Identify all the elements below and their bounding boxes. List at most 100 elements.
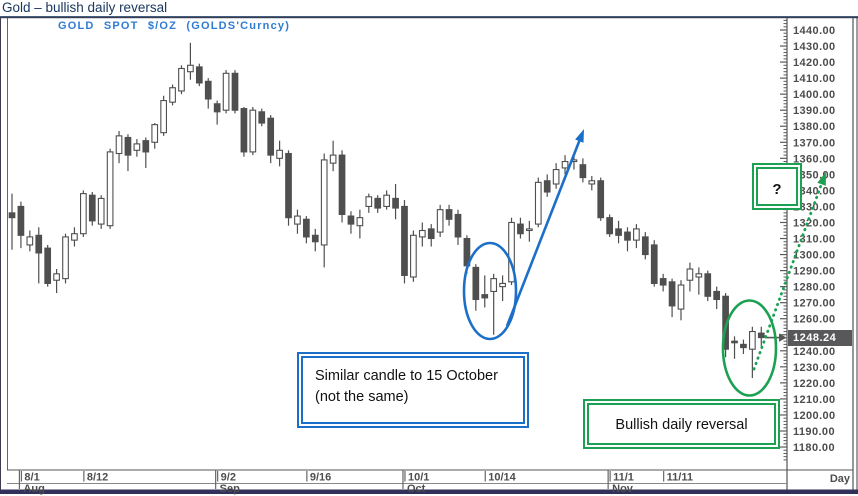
candle-up: [151, 124, 159, 143]
y-tick-label: 1340.00: [793, 185, 836, 197]
similar-candle-callout-text: Similar candle to 15 October (not the sa…: [315, 368, 498, 406]
month-label: Aug: [23, 483, 44, 495]
candle-up: [71, 233, 78, 241]
y-tick-label: 1360.00: [793, 153, 836, 165]
green-dotted-arrow-line: [752, 182, 823, 371]
frame-bottom-band: [0, 489, 858, 494]
green-ellipse-reversal-candle: [721, 299, 778, 397]
candle-down: [481, 294, 489, 299]
date-tick-label: 10/1: [408, 472, 429, 484]
bullish-reversal-callout-text: Bullish daily reversal: [615, 417, 748, 433]
y-tick-label: 1230.00: [793, 362, 836, 374]
candle-down: [44, 247, 52, 284]
y-tick-label: 1430.00: [793, 41, 836, 53]
candle-down: [606, 217, 613, 235]
candle-down: [392, 197, 399, 209]
similar-candle-callout: Similar candle to 15 October (not the sa…: [297, 352, 529, 428]
candle-up: [633, 228, 640, 241]
y-tick-label: 1390.00: [793, 105, 836, 117]
y-tick-label: 1200.00: [793, 410, 836, 422]
candle-down: [624, 231, 631, 241]
candle-up: [169, 87, 176, 103]
page-title: Gold – bullish daily reversal: [2, 0, 168, 15]
date-tick-label: 8/12: [87, 472, 108, 484]
x-axis-unit-label: Day: [829, 473, 850, 485]
candle-up: [695, 273, 703, 278]
candle-up: [749, 331, 756, 350]
candle-down: [267, 117, 275, 156]
candle-up: [418, 229, 426, 238]
blue-arrow-line: [505, 140, 581, 327]
y-tick-label: 1440.00: [793, 25, 836, 37]
candle-up: [80, 193, 87, 235]
candle-down: [338, 154, 346, 216]
candle-up: [62, 236, 69, 280]
y-tick-label: 1260.00: [793, 314, 836, 326]
candle-up: [499, 282, 506, 288]
y-tick-label: 1400.00: [793, 89, 836, 101]
candle-down: [204, 80, 212, 100]
candle-down: [195, 66, 203, 84]
y-tick-label: 1190.00: [793, 426, 835, 438]
candle-down: [303, 218, 310, 238]
candle-up: [222, 72, 230, 111]
candle-down: [8, 212, 16, 219]
y-tick-label: 1220.00: [793, 378, 836, 390]
candle-down: [142, 140, 150, 153]
y-tick-label: 1180.00: [793, 442, 835, 454]
candle-up: [552, 168, 560, 185]
green-arrow-head: [817, 172, 826, 186]
candle-down: [240, 108, 248, 153]
candle-down: [517, 223, 524, 235]
candle-down: [722, 295, 729, 350]
y-tick-label: 1310.00: [793, 234, 836, 246]
candle-down: [668, 281, 676, 307]
candle-down: [285, 152, 292, 219]
candle-down: [374, 197, 382, 209]
candle-down: [35, 234, 43, 254]
candle-down: [641, 236, 649, 256]
y-tick-label: 1370.00: [793, 137, 836, 149]
candle-down: [615, 228, 622, 236]
candle-up: [677, 284, 685, 310]
candle-up: [26, 236, 34, 246]
candle-down: [731, 340, 738, 344]
blue-arrow-head: [575, 129, 584, 143]
similar-candle-callout-inner-border: Similar candle to 15 October (not the sa…: [301, 356, 525, 424]
chart-security-label: GOLD SPOT $/OZ (GOLDS'Curncy): [58, 20, 291, 32]
question-mark-text: ?: [772, 181, 782, 198]
y-tick-label: 1240.00: [793, 346, 836, 358]
candle-up: [187, 64, 194, 73]
candle-down: [311, 234, 319, 243]
candle-up: [249, 109, 257, 153]
date-tick-label: 11/1: [613, 472, 634, 484]
candle-up: [686, 268, 694, 281]
bullish-reversal-callout: Bullish daily reversal: [583, 399, 780, 449]
candle-down: [757, 332, 765, 339]
candle-down: [258, 111, 266, 124]
y-tick-label: 1410.00: [793, 73, 836, 85]
candle-up: [508, 221, 515, 283]
candle-down: [650, 244, 658, 284]
y-tick-label: 1280.00: [793, 282, 836, 294]
question-mark-callout-inner-border: ?: [756, 167, 798, 206]
last-price-badge: 1248.24: [788, 330, 852, 346]
y-tick-label: 1380.00: [793, 121, 836, 133]
month-label: Nov: [612, 483, 634, 495]
candle-up: [561, 160, 569, 169]
candle-up: [320, 159, 328, 246]
candle-down: [17, 205, 25, 236]
y-tick-label: 1320.00: [793, 217, 836, 229]
candle-down: [659, 278, 667, 286]
date-tick-label: 9/2: [221, 472, 236, 484]
candle-up: [356, 217, 364, 227]
candle-down: [454, 213, 462, 238]
candle-up: [178, 67, 185, 92]
candle-up: [276, 149, 283, 159]
blue-ellipse-oct15-candle: [462, 241, 518, 341]
month-label: Sep: [220, 483, 240, 495]
candle-down: [543, 180, 551, 193]
candle-down: [213, 103, 221, 113]
y-tick-label: 1210.00: [793, 394, 836, 406]
